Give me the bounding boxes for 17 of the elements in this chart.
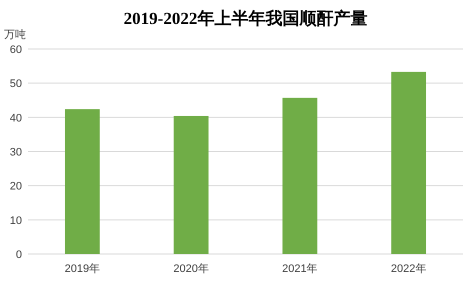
y-tick-label: 20: [10, 180, 22, 193]
y-tick-label: 50: [10, 78, 22, 90]
y-tick-label: 10: [10, 214, 22, 227]
x-tick-label: 2020年: [173, 263, 209, 275]
bar: [174, 116, 209, 254]
bar: [391, 72, 426, 254]
bar: [282, 98, 318, 254]
x-tick-label: 2021年: [282, 263, 318, 275]
chart-title: 2019-2022年上半年我国顺酐产量: [124, 9, 368, 28]
y-tick-label: 60: [10, 44, 22, 56]
y-tick-label: 40: [10, 112, 22, 124]
bar: [64, 109, 100, 254]
x-tick-label: 2022年: [390, 263, 426, 275]
y-tick-label: 0: [16, 249, 22, 261]
x-tick-label: 2019年: [64, 263, 100, 275]
y-tick-label: 30: [10, 146, 22, 158]
y-axis-title: 万吨: [4, 28, 26, 41]
